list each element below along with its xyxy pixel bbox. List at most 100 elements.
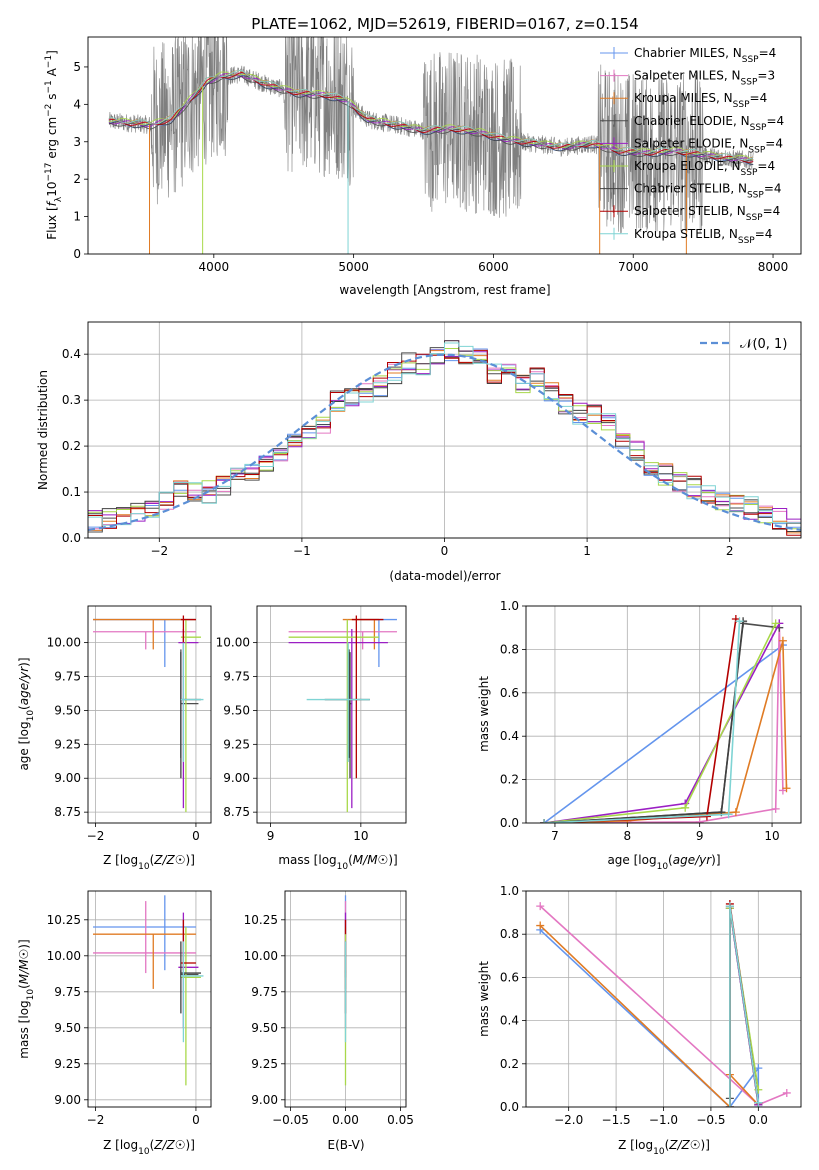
histogram-plot-area xyxy=(88,340,801,536)
x-axis-label: Z [log10(Z/Z☉)] xyxy=(103,1138,195,1157)
x-tick-label: −1.5 xyxy=(602,1113,631,1127)
weight-point-marker xyxy=(702,812,711,821)
axes-frame xyxy=(87,605,212,824)
spectrum-panel: 4000 5000 6000 7000 8000 0 1 2 3 4 5 wavelength [An… xyxy=(44,36,802,297)
histogram-step-line xyxy=(88,342,801,526)
axes-frame xyxy=(87,321,802,539)
histogram-step-line xyxy=(88,349,801,536)
x-tick-label: −2 xyxy=(87,829,105,843)
x-tick-label: −0.5 xyxy=(696,1113,725,1127)
age-vs-mass-panel: 9 10 8.75 9.00 9.25 9.50 9.75 10.00 mass [log10(… xyxy=(216,605,407,872)
errorbar-plot-area xyxy=(288,615,397,813)
y-tick-label: 1 xyxy=(73,210,81,224)
x-axis-label: age [log10(age/yr)] xyxy=(607,853,720,872)
legend-entry-label: Salpeter STELIB, NSSP=4 xyxy=(634,204,780,223)
y-tick-label: 10.00 xyxy=(47,949,81,963)
weight-point-marker xyxy=(735,617,744,626)
legend-entry-label: Kroupa MILES, NSSP=4 xyxy=(634,91,767,110)
x-tick-label: 8 xyxy=(623,829,631,843)
y-tick-label: 10.25 xyxy=(47,913,81,927)
y-tick-label: 3 xyxy=(73,135,81,149)
legend-entry-label: 𝒩(0, 1) xyxy=(740,337,787,352)
y-tick-label: 0.4 xyxy=(500,1014,519,1028)
weight-point-marker xyxy=(725,902,734,911)
y-axis-label: mass [log10(M/M☉)] xyxy=(17,939,36,1058)
x-axis-label: wavelength [Angstrom, rest frame] xyxy=(339,283,550,297)
x-tick-label: 4000 xyxy=(199,260,230,274)
model-spectrum-line xyxy=(108,70,754,161)
y-tick-label: 10.25 xyxy=(244,913,278,927)
y-tick-label: 0.6 xyxy=(500,686,519,700)
x-tick-label: 2 xyxy=(726,544,734,558)
weight-vs-metallicity-panel: −2.0 −1.5 −1.0 −0.5 0.0 0.0 0.2 0.4 0.6 0.8 1.0 Z [… xyxy=(477,884,802,1157)
y-axis-label: Normed distribution xyxy=(36,370,50,490)
weight-series-line xyxy=(544,623,784,823)
weight-point-marker xyxy=(754,1098,763,1107)
weight-series-line xyxy=(543,623,781,823)
y-tick-label: 0.2 xyxy=(62,439,81,453)
weight-point-marker xyxy=(536,921,545,930)
x-tick-label: −1.0 xyxy=(649,1113,678,1127)
x-axis-label: Z [log10(Z/Z☉)] xyxy=(618,1138,710,1157)
y-tick-label: 0.3 xyxy=(62,393,81,407)
y-tick-label: 9.50 xyxy=(223,703,250,717)
x-tick-label: 0 xyxy=(192,829,200,843)
legend-entry-label: Kroupa ELODIE, NSSP=4 xyxy=(634,159,775,178)
y-tick-label: 9.00 xyxy=(54,1093,81,1107)
errorbar-plot-area xyxy=(93,895,204,1086)
x-tick-label: −2 xyxy=(87,1113,105,1127)
y-tick-label: 0.2 xyxy=(500,1057,519,1071)
x-tick-label: 9 xyxy=(267,829,275,843)
x-tick-label: −1 xyxy=(293,544,311,558)
y-tick-label: 9.75 xyxy=(54,985,81,999)
y-tick-label: 10.00 xyxy=(47,636,81,650)
x-tick-label: 0.0 xyxy=(749,1113,768,1127)
line-plot-area xyxy=(536,899,791,1107)
weight-point-marker xyxy=(540,819,549,823)
x-tick-label: −2.0 xyxy=(554,1113,583,1127)
axes-frame xyxy=(525,890,802,1108)
y-tick-label: 4 xyxy=(73,97,81,111)
legend-entry-label: Salpeter MILES, NSSP=3 xyxy=(634,69,775,88)
weight-point-marker xyxy=(725,1103,734,1107)
y-tick-label: 0.0 xyxy=(500,1100,519,1114)
y-tick-label: 0.6 xyxy=(500,970,519,984)
y-tick-label: 0.4 xyxy=(500,729,519,743)
y-tick-label: 9.25 xyxy=(54,737,81,751)
x-tick-label: 8000 xyxy=(758,260,789,274)
mass-vs-extinction-panel: −0.05 0.00 0.05 9.00 9.25 9.50 9.75 10.00 10.25 E… xyxy=(244,890,414,1152)
y-tick-label: 9.50 xyxy=(54,703,81,717)
y-tick-label: 0.8 xyxy=(500,927,519,941)
y-tick-label: 0.4 xyxy=(62,347,81,361)
y-tick-label: 9.00 xyxy=(251,1093,278,1107)
y-tick-label: 9.50 xyxy=(54,1021,81,1035)
weight-point-marker xyxy=(724,810,733,819)
x-tick-label: 9 xyxy=(696,829,704,843)
x-tick-label: 0.00 xyxy=(332,1113,359,1127)
spectrum-plot-area xyxy=(108,37,754,254)
axes-frame xyxy=(284,890,407,1108)
weight-vs-age-panel: 7 8 9 10 0.0 0.2 0.4 0.6 0.8 1.0 age [log10(age/yr… xyxy=(477,599,802,872)
residuals-panel: −2 −1 0 1 2 0.0 0.1 0.2 0.3 0.4 (data-model)/error… xyxy=(36,321,802,583)
y-tick-label: 9.75 xyxy=(223,670,250,684)
legend-entry-label: Chabrier MILES, NSSP=4 xyxy=(634,46,776,65)
errorbar-plot-area xyxy=(93,615,204,813)
x-axis-label: E(B-V) xyxy=(327,1138,364,1152)
x-tick-label: 0.05 xyxy=(387,1113,414,1127)
weight-series-line xyxy=(544,621,744,823)
y-tick-label: 9.25 xyxy=(54,1057,81,1071)
y-tick-label: 10.00 xyxy=(244,949,278,963)
weight-point-marker xyxy=(782,1088,791,1097)
weight-point-marker xyxy=(771,619,780,628)
y-tick-label: 0.0 xyxy=(62,531,81,545)
y-tick-label: 0.8 xyxy=(500,642,519,656)
x-axis-label: Z [log10(Z/Z☉)] xyxy=(103,853,195,872)
y-tick-label: 9.75 xyxy=(54,670,81,684)
legend-entry-label: Kroupa STELIB, NSSP=4 xyxy=(634,227,772,246)
y-tick-label: 9.75 xyxy=(251,985,278,999)
y-tick-label: 9.50 xyxy=(251,1021,278,1035)
y-axis-label: Flux [fλ10−17 erg cm−2 s−1 A−1] xyxy=(44,50,64,240)
weight-series-line xyxy=(729,905,760,1107)
y-axis-label: mass weight xyxy=(477,676,491,752)
